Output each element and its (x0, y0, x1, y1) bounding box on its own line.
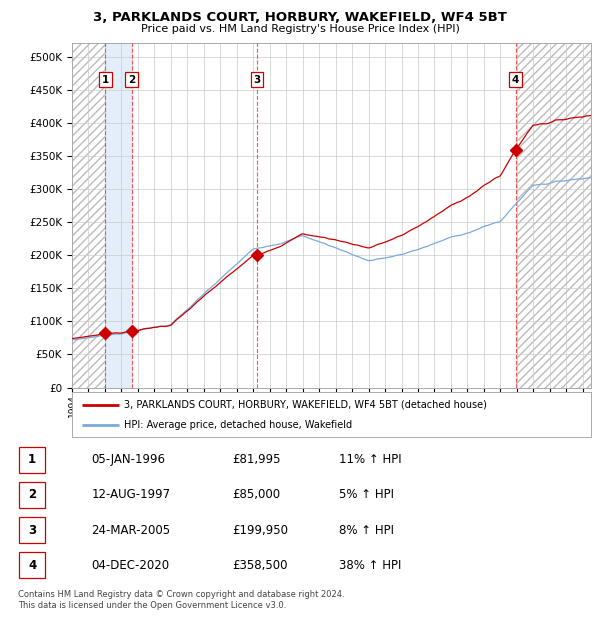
FancyBboxPatch shape (19, 552, 45, 578)
Text: 3, PARKLANDS COURT, HORBURY, WAKEFIELD, WF4 5BT (detached house): 3, PARKLANDS COURT, HORBURY, WAKEFIELD, … (124, 399, 487, 410)
Text: 1: 1 (28, 453, 36, 466)
FancyBboxPatch shape (19, 447, 45, 472)
Text: 3: 3 (28, 524, 36, 537)
Text: 2: 2 (128, 74, 135, 84)
Text: £85,000: £85,000 (232, 489, 280, 502)
FancyBboxPatch shape (19, 517, 45, 543)
Text: 5% ↑ HPI: 5% ↑ HPI (340, 489, 394, 502)
Text: £358,500: £358,500 (232, 559, 288, 572)
Text: Price paid vs. HM Land Registry's House Price Index (HPI): Price paid vs. HM Land Registry's House … (140, 24, 460, 33)
Text: 3, PARKLANDS COURT, HORBURY, WAKEFIELD, WF4 5BT: 3, PARKLANDS COURT, HORBURY, WAKEFIELD, … (93, 11, 507, 24)
Text: 12-AUG-1997: 12-AUG-1997 (91, 489, 170, 502)
Text: £199,950: £199,950 (232, 524, 289, 537)
Text: 38% ↑ HPI: 38% ↑ HPI (340, 559, 402, 572)
Text: 05-JAN-1996: 05-JAN-1996 (91, 453, 166, 466)
Text: 3: 3 (253, 74, 260, 84)
Text: £81,995: £81,995 (232, 453, 281, 466)
Text: HPI: Average price, detached house, Wakefield: HPI: Average price, detached house, Wake… (124, 420, 352, 430)
Text: 4: 4 (512, 74, 519, 84)
Text: 1: 1 (102, 74, 109, 84)
Text: 8% ↑ HPI: 8% ↑ HPI (340, 524, 394, 537)
Text: 2: 2 (28, 489, 36, 502)
Text: 04-DEC-2020: 04-DEC-2020 (91, 559, 169, 572)
Bar (106, 43, 131, 388)
Text: 11% ↑ HPI: 11% ↑ HPI (340, 453, 402, 466)
Text: Contains HM Land Registry data © Crown copyright and database right 2024.
This d: Contains HM Land Registry data © Crown c… (18, 590, 344, 609)
Text: 4: 4 (28, 559, 36, 572)
Text: 24-MAR-2005: 24-MAR-2005 (91, 524, 170, 537)
FancyBboxPatch shape (19, 482, 45, 508)
